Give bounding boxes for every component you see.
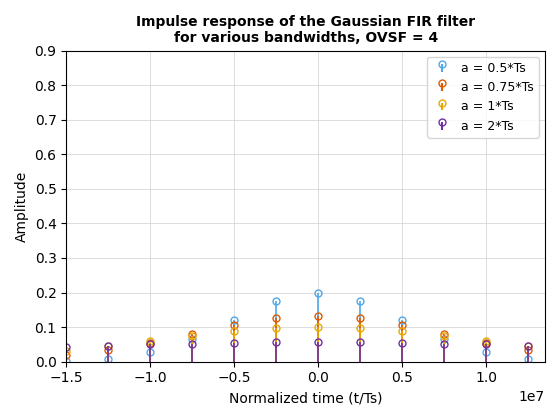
- X-axis label: Normalized time (t/Ts): Normalized time (t/Ts): [229, 391, 382, 405]
- Title: Impulse response of the Gaussian FIR filter
for various bandwidths, OVSF = 4: Impulse response of the Gaussian FIR fil…: [136, 15, 475, 45]
- Legend: a = 0.5*Ts, a = 0.75*Ts, a = 1*Ts, a = 2*Ts: a = 0.5*Ts, a = 0.75*Ts, a = 1*Ts, a = 2…: [427, 57, 539, 137]
- Y-axis label: Amplitude: Amplitude: [15, 171, 29, 242]
